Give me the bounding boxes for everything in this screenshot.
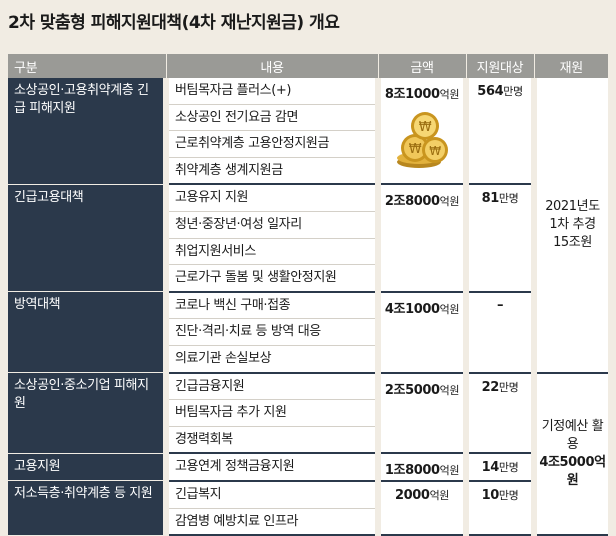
amount-cell: 8조1000억원 ₩ ₩ ₩ <box>375 78 466 186</box>
source-line: 15조원 <box>553 234 592 250</box>
amount-value: 4조1000 <box>384 301 440 317</box>
page-title: 2차 맞춤형 피해지원대책(4차 재난지원금) 개요 <box>8 13 340 33</box>
target-cell: – <box>463 291 534 374</box>
item-cell: 근로취약계층 고용안정지원금 <box>163 130 378 158</box>
table-row: 긴급고용대책 고용유지 지원 2조8000억원 81만명 <box>8 184 608 293</box>
amount-cell: 2조8000억원 <box>375 184 466 293</box>
item-cell: 버팀목자금 추가 지원 <box>163 399 378 427</box>
amount-cell: 4조1000억원 <box>375 291 466 374</box>
target-value: 81 <box>481 191 500 207</box>
amount-cell: 1조8000억원 <box>375 453 466 482</box>
target-value: 10 <box>481 487 500 503</box>
table-row: 청년·중장년·여성 일자리 <box>8 211 608 239</box>
amount-value: 8조1000 <box>384 87 440 102</box>
item-cell: 긴급복지 <box>163 480 378 509</box>
support-table: 구분 내용 금액 지원대상 재원 소상공인·고용취약계층 긴급 피해지원 버팀목… <box>8 54 608 536</box>
source-line: 2021년도 <box>545 198 600 214</box>
table-header-row: 구분 내용 금액 지원대상 재원 <box>8 54 608 78</box>
table-row: 소상공인·중소기업 피해지원 긴급금융지원 2조5000억원 22만명 기정예산… <box>8 372 608 536</box>
table-row: 저소득층·취약계층 등 지원 긴급복지 2000억원 10만명 <box>8 480 608 536</box>
category-cell: 긴급고용대책 <box>8 184 166 293</box>
table-row: 방역대책 코로나 백신 구매·접종 4조1000억원 – <box>8 291 608 374</box>
amount-unit: 억원 <box>429 488 450 502</box>
amount-unit: 억원 <box>439 88 460 101</box>
item-cell: 감염병 예방치료 인프라 <box>163 508 378 536</box>
item-cell: 소상공인 전기요금 감면 <box>163 104 378 132</box>
item-cell: 경쟁력회복 <box>163 426 378 455</box>
table-row: 취업지원서비스 <box>8 238 608 266</box>
target-cell: 81만명 <box>463 184 534 293</box>
table-row: 진단·격리·치료 등 방역 대응 <box>8 318 608 346</box>
category-cell: 소상공인·중소기업 피해지원 <box>8 372 166 454</box>
amount-value: 2조5000 <box>384 382 440 398</box>
source-line: 4조5000억원 <box>539 454 606 488</box>
item-cell: 취업지원서비스 <box>163 238 378 266</box>
coins-icon: ₩ ₩ ₩ <box>397 112 448 168</box>
item-cell: 의료기관 손실보상 <box>163 345 378 374</box>
target-unit: 만명 <box>503 85 523 98</box>
header-amount: 금액 <box>377 54 466 78</box>
header-source: 재원 <box>533 54 608 78</box>
target-cell: 10만명 <box>463 480 534 536</box>
table-row: 의료기관 손실보상 <box>8 345 608 374</box>
category-cell: 고용지원 <box>8 453 166 482</box>
item-cell: 긴급금융지원 <box>163 372 378 401</box>
source-cell: 2021년도 1차 추경 15조원 <box>531 78 608 374</box>
category-cell: 저소득층·취약계층 등 지원 <box>8 480 166 536</box>
source-line: 1차 추경 <box>549 216 596 232</box>
svg-text:₩: ₩ <box>409 142 422 157</box>
amount-value: 2000 <box>394 487 430 503</box>
amount-unit: 억원 <box>439 302 460 316</box>
svg-text:₩: ₩ <box>419 120 432 135</box>
table-row: 소상공인 전기요금 감면 <box>8 104 608 132</box>
table-row: 소상공인·고용취약계층 긴급 피해지원 버팀목자금 플러스(+) 8조1000억… <box>8 78 608 374</box>
target-unit: 만명 <box>498 488 519 502</box>
item-cell: 취약계층 생계지원금 <box>163 157 378 186</box>
header-category: 구분 <box>8 54 166 78</box>
svg-text:₩: ₩ <box>429 144 441 158</box>
target-unit: 만명 <box>498 192 519 206</box>
amount-unit: 억원 <box>439 383 460 397</box>
target-value: 14 <box>481 460 500 476</box>
item-cell: 청년·중장년·여성 일자리 <box>163 211 378 239</box>
table-row: 근로취약계층 고용안정지원금 <box>8 130 608 158</box>
category-cell: 소상공인·고용취약계층 긴급 피해지원 <box>8 78 166 185</box>
table-row: 고용지원 고용연계 정책금융지원 1조8000억원 14만명 <box>8 453 608 482</box>
table-row: 버팀목자금 추가 지원 <box>8 399 608 427</box>
amount-value: 2조8000 <box>384 194 440 210</box>
item-cell: 고용유지 지원 <box>163 184 378 212</box>
target-cell: 564만명 <box>463 78 534 186</box>
category-cell: 방역대책 <box>8 291 166 374</box>
item-cell: 코로나 백신 구매·접종 <box>163 291 378 320</box>
target-value: 564 <box>477 84 504 99</box>
source-line: 기정예산 활용 <box>541 418 604 452</box>
amount-cell: 2조5000억원 <box>375 372 466 455</box>
target-cell: 14만명 <box>463 453 534 482</box>
header-content: 내용 <box>165 54 378 78</box>
source-cell: 기정예산 활용 4조5000억원 <box>531 372 608 536</box>
target-value: 22 <box>481 379 500 395</box>
table-row: 취약계층 생계지원금 <box>8 157 608 186</box>
item-cell: 버팀목자금 플러스(+) <box>163 78 378 105</box>
item-cell: 진단·격리·치료 등 방역 대응 <box>163 318 378 346</box>
target-unit: 만명 <box>498 461 519 475</box>
amount-value: 1조8000 <box>384 463 440 479</box>
target-cell: 22만명 <box>463 372 534 455</box>
amount-cell: 2000억원 <box>375 480 466 536</box>
amount-unit: 억원 <box>439 195 460 209</box>
target-value: – <box>496 297 504 313</box>
table-row: 감염병 예방치료 인프라 <box>8 508 608 536</box>
target-unit: 만명 <box>498 380 519 394</box>
table-row: 경쟁력회복 <box>8 426 608 455</box>
header-target: 지원대상 <box>465 54 534 78</box>
item-cell: 고용연계 정책금융지원 <box>163 453 378 482</box>
table-row: 근로가구 돌봄 및 생활안정지원 <box>8 264 608 293</box>
amount-unit: 억원 <box>439 464 460 478</box>
item-cell: 근로가구 돌봄 및 생활안정지원 <box>163 264 378 293</box>
